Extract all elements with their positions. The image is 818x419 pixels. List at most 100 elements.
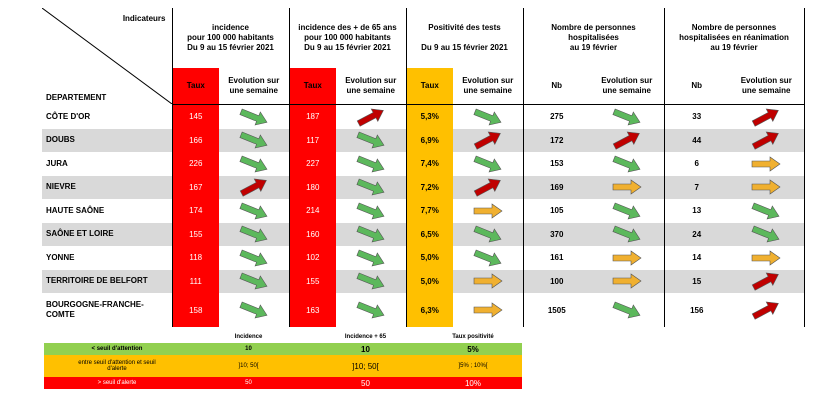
group-header-line: incidence <box>212 23 249 32</box>
department-name: JURA <box>42 152 173 176</box>
arrow-down-right-green-icon <box>356 225 385 243</box>
arrow-right-orange-icon <box>612 250 642 266</box>
positivity-value: 6,5% <box>406 222 453 246</box>
evolution-cell <box>336 222 407 246</box>
positivity-value: 5,0% <box>406 246 453 270</box>
group-header-line: Du 9 au 15 février 2021 <box>421 43 508 52</box>
incidence-value: 226 <box>172 152 219 176</box>
evolution-cell <box>729 104 805 129</box>
legend-threshold: ]10; 50[ <box>307 355 424 377</box>
arrow-shape <box>751 225 780 243</box>
arrow-up-right-red-icon <box>752 301 780 320</box>
evolution-cell <box>453 199 524 223</box>
table-row: SAÔNE ET LOIRE 155 160 6,5% 370 24 <box>42 222 805 246</box>
incidence-value: 174 <box>172 199 219 223</box>
hospitalized-value: 370 <box>523 222 590 246</box>
evolution-cell <box>729 246 805 270</box>
hospitalized-value: 275 <box>550 112 564 122</box>
evolution-header-line: une semaine <box>602 86 651 95</box>
evolution-cell <box>336 152 407 176</box>
arrow-shape <box>473 131 501 150</box>
department-name-line: BOURGOGNE-FRANCHE- <box>46 300 144 309</box>
arrow-up-right-red-icon <box>356 108 384 127</box>
group-header-line: hospitalisées en réanimation <box>679 33 789 42</box>
legend-label-line: d'alerte <box>107 366 127 372</box>
department-name-line: DOUBS <box>46 135 75 145</box>
arrow-down-right-green-icon <box>356 301 385 319</box>
arrow-right-orange-icon <box>612 179 642 195</box>
arrow-right-orange-icon <box>473 273 503 289</box>
incidence-value: 158 <box>172 293 219 327</box>
nb-header: Nb <box>664 68 729 105</box>
legend-threshold: 10 <box>190 343 307 355</box>
positivity-value: 6,3% <box>406 293 453 327</box>
evolution-header-line: Evolution sur <box>345 76 397 85</box>
evolution-cell <box>590 104 665 129</box>
group-header-line: pour 100 000 habitants <box>304 33 391 42</box>
evolution-cell <box>336 246 407 270</box>
arrow-shape <box>752 131 780 150</box>
evolution-header-line: une semaine <box>229 86 278 95</box>
table-row: BOURGOGNE-FRANCHE- COMTE 158 163 6,3% 1505 156 <box>42 293 805 327</box>
arrow-shape <box>239 202 268 220</box>
arrow-right-orange-icon <box>473 203 503 219</box>
arrow-shape <box>473 273 503 289</box>
evolution-cell <box>729 222 805 246</box>
department-name-line: HAUTE SAÔNE <box>46 205 105 215</box>
evolution-header-line: Evolution sur <box>601 76 653 85</box>
department-name: YONNE <box>42 246 173 270</box>
evolution-cell <box>453 152 524 176</box>
nb-header: Nb <box>523 68 590 105</box>
arrow-down-right-green-icon <box>356 131 385 149</box>
evolution-cell <box>453 222 524 246</box>
arrow-shape <box>473 108 502 126</box>
icu-value: 14 <box>692 253 702 263</box>
arrow-shape <box>239 272 268 290</box>
group-header: Nombre de personnes hospitalisées en réan… <box>664 8 805 68</box>
arrow-down-right-green-icon <box>239 225 268 243</box>
arrow-shape <box>239 108 268 126</box>
group-header: incidence des + de 65 ans pour 100 000 ha… <box>289 8 407 68</box>
evolution-cell <box>219 128 290 152</box>
arrow-shape <box>239 131 268 149</box>
taux-header: Taux <box>406 68 453 105</box>
evolution-cell <box>453 293 524 327</box>
evolution-cell <box>729 199 805 223</box>
evolution-cell <box>336 175 407 199</box>
evolution-cell <box>729 269 805 293</box>
group-header-line: Positivité des tests <box>428 23 501 32</box>
incidence-65-value: 102 <box>289 246 336 270</box>
arrow-down-right-green-icon <box>612 108 641 126</box>
header-group-row: Indicateurs DEPARTEMENT incidence pour 100 … <box>42 8 805 105</box>
department-name-line: COMTE <box>46 310 75 319</box>
legend-header: Taux positivité <box>424 331 522 343</box>
group-header-line: pour 100 000 habitants <box>187 33 274 42</box>
incidence-65-value: 214 <box>289 199 336 223</box>
positivity-value: 5,0% <box>406 269 453 293</box>
legend-threshold: ]5% ; 10%[ <box>424 355 522 377</box>
table-row: HAUTE SAÔNE 174 214 7,7% 105 13 <box>42 199 805 223</box>
evolution-cell <box>453 269 524 293</box>
taux-header: Taux <box>172 68 219 105</box>
arrow-down-right-green-icon <box>473 225 502 243</box>
icu-value: 6 <box>694 159 699 169</box>
arrow-shape <box>612 301 641 319</box>
department-name-line: TERRITOIRE DE BELFORT <box>46 276 148 286</box>
group-header-line: Du 9 au 15 février 2021 <box>187 43 274 52</box>
arrow-shape <box>239 249 268 267</box>
group-header-line: Nombre de personnes <box>691 23 777 32</box>
arrow-shape <box>356 155 385 173</box>
group-header-line: hospitalisées <box>568 33 619 42</box>
arrow-right-orange-icon <box>751 156 781 172</box>
hospitalized-value: 153 <box>550 159 564 169</box>
evolution-cell <box>590 152 665 176</box>
indicators-table: Indicateurs DEPARTEMENT incidence pour 100 … <box>42 8 805 327</box>
legend-threshold: 50 <box>307 377 424 389</box>
table-row: TERRITOIRE DE BELFORT 111 155 5,0% 100 15 <box>42 269 805 293</box>
evolution-header-line: Evolution sur <box>462 76 514 85</box>
arrow-shape <box>751 156 781 172</box>
evolution-cell <box>590 128 665 152</box>
arrow-shape <box>612 273 642 289</box>
arrow-up-right-red-icon <box>473 178 501 197</box>
arrow-up-right-red-icon <box>752 131 780 150</box>
